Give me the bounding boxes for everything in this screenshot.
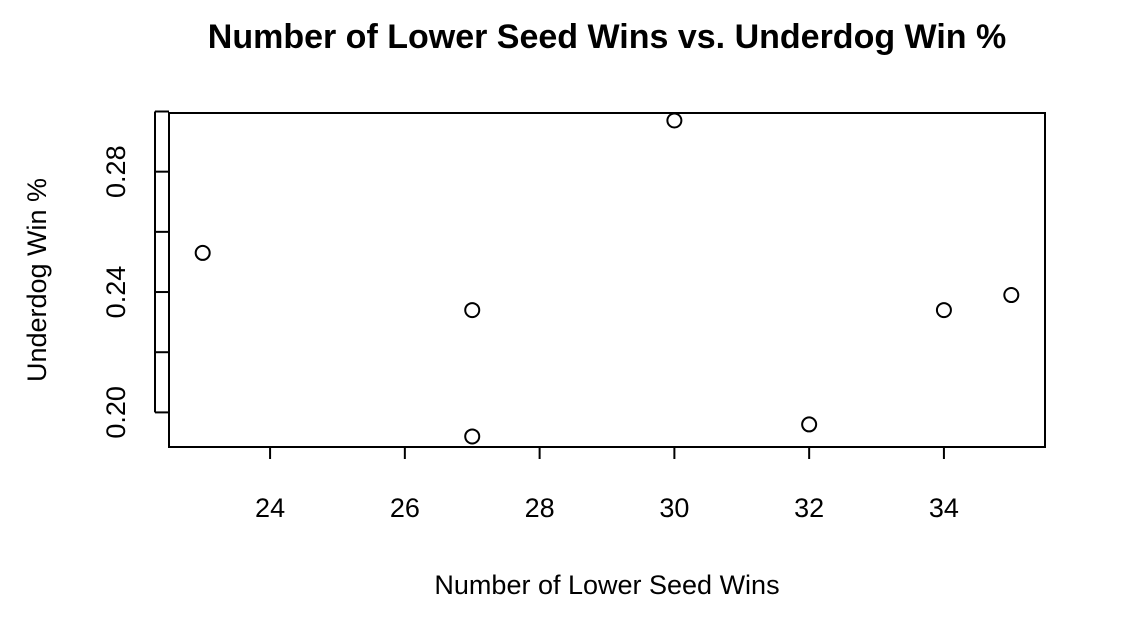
x-tick-label: 32 xyxy=(794,493,824,523)
plot-frame xyxy=(168,112,1046,448)
y-tick-label: 0.20 xyxy=(101,386,131,439)
x-tick-label: 30 xyxy=(659,493,689,523)
data-point xyxy=(194,244,211,261)
chart-title: Number of Lower Seed Wins vs. Underdog W… xyxy=(208,18,1006,56)
data-point xyxy=(935,302,952,319)
data-point xyxy=(666,112,683,129)
y-tick-label: 0.28 xyxy=(101,145,131,198)
x-axis: 24 26 28 30 32 34 xyxy=(255,446,959,523)
y-tick-label: 0.24 xyxy=(101,266,131,319)
x-tick-label: 34 xyxy=(929,493,959,523)
y-axis-label: Underdog Win % xyxy=(22,178,52,382)
x-axis-label: Number of Lower Seed Wins xyxy=(434,570,779,600)
x-tick-label: 24 xyxy=(255,493,285,523)
data-point xyxy=(801,416,818,433)
y-axis: 0.20 0.24 0.28 xyxy=(101,110,169,439)
data-points xyxy=(194,112,1020,445)
x-tick-label: 28 xyxy=(525,493,555,523)
data-point xyxy=(1003,287,1020,304)
data-point xyxy=(464,428,481,445)
x-tick-label: 26 xyxy=(390,493,420,523)
data-point xyxy=(464,302,481,319)
